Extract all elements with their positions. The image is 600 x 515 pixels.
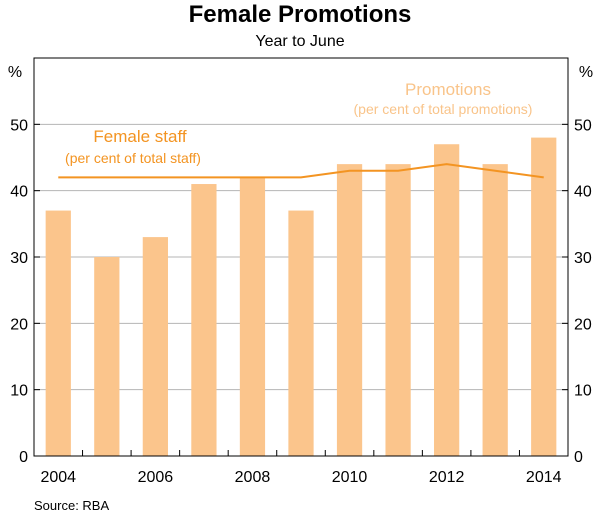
promotions-sublabel: (per cent of total promotions) [354, 101, 533, 117]
y-tick-label-right: 20 [574, 316, 592, 333]
source-note: Source: RBA [34, 498, 109, 513]
bar [434, 144, 460, 456]
bar [482, 164, 508, 456]
bar [288, 210, 314, 456]
y-tick-label-left: 10 [10, 383, 28, 400]
y-unit-left: % [8, 64, 22, 81]
y-tick-label-left: 20 [10, 316, 28, 333]
chart-title: Female Promotions [189, 1, 412, 28]
y-tick-label-right: 30 [574, 250, 592, 267]
chart-subtitle: Year to June [255, 33, 344, 50]
bar [336, 164, 363, 456]
y-ticks-left: 0 10 20 30 40 50 [10, 117, 40, 466]
bar [239, 177, 266, 456]
female-staff-sublabel: (per cent of total staff) [65, 150, 201, 166]
bar [94, 257, 120, 456]
bar-series [45, 137, 557, 457]
x-ticks: 2004 2006 2008 2010 2012 2014 [40, 450, 562, 486]
x-tick-label: 2012 [429, 469, 465, 486]
y-ticks-right: 0 10 20 30 40 50 [562, 117, 592, 466]
female-staff-label: Female staff [93, 127, 187, 146]
y-unit-right: % [579, 64, 593, 81]
y-tick-label-right: 50 [574, 117, 592, 134]
bar [531, 137, 557, 456]
x-tick-label: 2008 [235, 469, 271, 486]
y-tick-label-left: 30 [10, 250, 28, 267]
x-tick-label: 2004 [40, 469, 76, 486]
y-tick-label-right: 40 [574, 184, 592, 201]
x-tick-label: 2006 [138, 469, 174, 486]
x-tick-label: 2010 [332, 469, 368, 486]
y-tick-label-right: 0 [574, 449, 583, 466]
y-tick-label-left: 40 [10, 184, 28, 201]
y-tick-label-left: 0 [19, 449, 28, 466]
bar [142, 237, 168, 456]
y-tick-label-right: 10 [574, 383, 592, 400]
x-tick-label: 2014 [526, 469, 562, 486]
bar [45, 210, 71, 456]
y-tick-label-left: 50 [10, 117, 28, 134]
promotions-label: Promotions [405, 80, 491, 99]
bar [385, 164, 411, 456]
female-staff-line [58, 163, 544, 179]
bar [191, 184, 217, 457]
